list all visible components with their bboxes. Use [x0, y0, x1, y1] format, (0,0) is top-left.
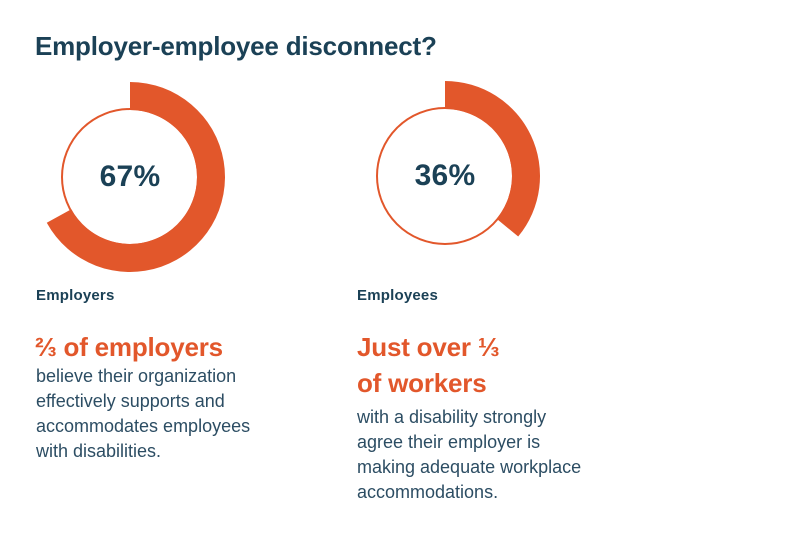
donut-svg-employers: [46, 82, 225, 272]
donut-svg-employees: [376, 81, 541, 245]
donut-chart-employees: 36%: [345, 76, 545, 276]
body-text-employees: with a disability strongly agree their e…: [357, 407, 582, 502]
page-title: Employer-employee disconnect?: [35, 31, 437, 61]
chart-group-label-employees: Employees: [357, 287, 439, 304]
donut-arc-segment: [445, 81, 541, 237]
headline-employees: Just over ⅓ of workers: [357, 332, 500, 398]
donut-chart-employers: 67%: [30, 77, 230, 277]
chart-group-label-employers: Employers: [36, 287, 115, 304]
body-text-employers: believe their organization effectively s…: [36, 366, 251, 461]
donut-arc-segment: [46, 82, 225, 272]
headline-employers: ⅔ of employers: [35, 332, 223, 362]
donut-center-value-employees: 36%: [414, 159, 476, 192]
donut-center-value-employers: 67%: [99, 160, 161, 193]
